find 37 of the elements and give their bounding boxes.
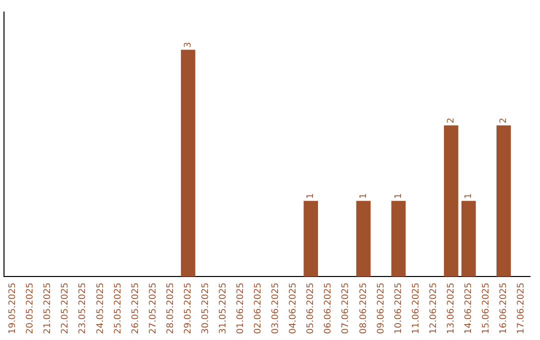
x-tick-label: 28.05.2025 [166,282,176,334]
x-tick-label: 22.05.2025 [60,282,71,334]
x-tick-label: 04.06.2025 [288,282,299,334]
x-tick-label: 17.06.2025 [516,282,527,334]
x-tick-label: 15.06.2025 [482,282,492,334]
x-tick-label: 07.06.2025 [341,282,352,334]
data-label: 2 [446,118,456,124]
x-tick-label: 29.05.2025 [183,282,194,334]
x-tick-label: 26.05.2025 [130,282,141,334]
x-tick-label: 14.06.2025 [464,282,474,334]
x-tick-label: 10.06.2025 [394,282,404,334]
x-tick-label: 02.06.2025 [254,282,264,334]
x-tick-label: 20.05.2025 [26,282,36,334]
x-tick-label: 16.06.2025 [499,282,510,334]
data-label: 2 [499,118,510,124]
data-label: 3 [183,42,194,48]
x-tick-label: 12.06.2025 [428,282,439,334]
x-tick-label: 01.06.2025 [236,282,246,334]
x-tick-label: 23.05.2025 [78,282,88,334]
x-tick-label: 05.06.2025 [306,282,316,334]
x-tick-label: 27.05.2025 [148,282,158,334]
x-tick-label: 24.05.2025 [96,282,106,334]
x-tick-label: 13.06.2025 [446,282,456,334]
x-tick-label: 03.06.2025 [271,282,282,334]
data-label: 1 [358,193,369,199]
x-tick-label: 21.05.2025 [43,282,54,334]
data-label: 1 [464,193,474,199]
data-label: 1 [394,193,404,199]
x-tick-label: 06.06.2025 [324,282,334,334]
x-tick-label: 31.05.2025 [218,282,229,334]
data-label: 1 [306,193,316,199]
x-tick-label: 11.06.2025 [411,282,422,334]
x-tick-label: 19.05.2025 [8,282,18,334]
x-tick-label: 08.06.2025 [358,282,369,334]
x-tick-label: 09.06.2025 [376,282,386,334]
x-tick-label: 30.05.2025 [200,282,211,334]
x-tick-label: 25.05.2025 [113,282,124,334]
